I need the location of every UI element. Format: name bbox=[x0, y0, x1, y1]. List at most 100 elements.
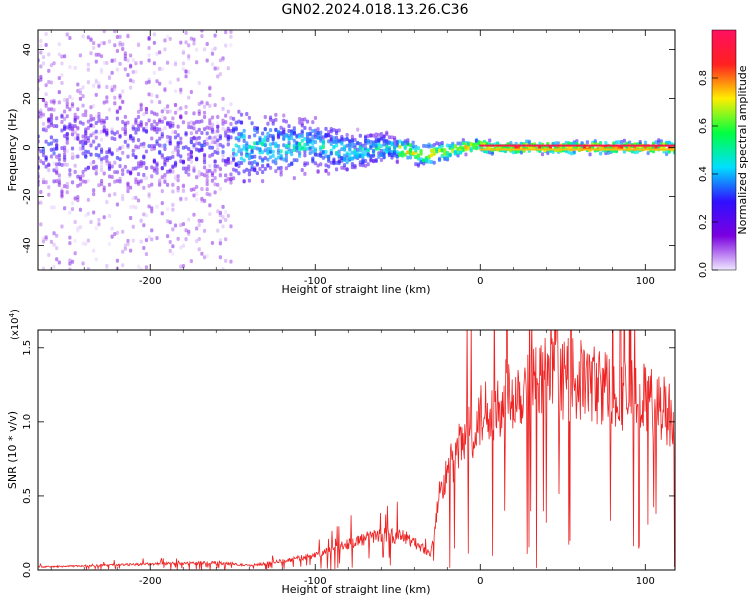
spectrogram-cell bbox=[121, 120, 125, 125]
spectrogram-cell bbox=[672, 150, 675, 155]
spectrogram-cell bbox=[41, 127, 46, 132]
spectrogram-cell bbox=[292, 131, 296, 136]
spectrogram-cell bbox=[57, 180, 61, 185]
spectrogram-cell bbox=[152, 144, 156, 149]
spectrogram-cell bbox=[208, 86, 212, 91]
spectrogram-cell bbox=[81, 34, 85, 39]
spectrogram-cell bbox=[86, 35, 90, 40]
spectrogram-cell bbox=[131, 123, 135, 128]
spectrogram-cell bbox=[208, 145, 212, 150]
spectrogram-cell bbox=[121, 89, 125, 94]
spectrogram-cell bbox=[229, 176, 233, 181]
spectrogram-cell bbox=[229, 121, 233, 126]
spectrogram-cell bbox=[659, 148, 663, 151]
spectrogram-cell bbox=[68, 107, 72, 112]
spectrogram-cell bbox=[47, 52, 51, 57]
spectrogram-cell bbox=[118, 179, 122, 184]
spectrogram-cell bbox=[55, 169, 59, 174]
spectrogram-cell bbox=[588, 148, 591, 151]
spectrogram-cell bbox=[200, 172, 204, 177]
spectrogram-cell bbox=[195, 226, 199, 231]
spectrogram-cell bbox=[234, 162, 238, 167]
spectrogram-cell bbox=[295, 158, 299, 163]
spectrogram-cell bbox=[327, 171, 331, 176]
spectrogram-cell bbox=[202, 139, 207, 144]
spectrogram-cell bbox=[97, 115, 101, 120]
spectrogram-cell bbox=[667, 140, 671, 145]
spectrogram-cell bbox=[303, 146, 307, 151]
spectrogram-cell bbox=[456, 146, 460, 151]
spectrogram-cell bbox=[205, 58, 209, 63]
spectrogram-cell bbox=[284, 133, 288, 138]
spectrogram-cell bbox=[150, 174, 154, 179]
spectrogram-cell bbox=[604, 140, 608, 145]
spectrogram-cell bbox=[268, 165, 273, 170]
spectrogram-cell bbox=[118, 146, 122, 151]
spectrogram-cell bbox=[298, 134, 302, 139]
y-tick-label: 40 bbox=[22, 43, 33, 56]
spectrogram-cell bbox=[78, 145, 83, 150]
spectrogram-cell bbox=[139, 60, 143, 65]
spectrogram-cell bbox=[131, 204, 135, 209]
spectrogram-cell bbox=[371, 159, 376, 164]
spectrogram-cell bbox=[422, 161, 426, 166]
spectrogram-cell bbox=[68, 261, 72, 266]
spectrogram-cell bbox=[414, 144, 418, 149]
spectrogram-cell bbox=[427, 144, 431, 149]
spectrogram-cell bbox=[181, 159, 186, 164]
spectrogram-cell bbox=[494, 144, 497, 147]
spectrogram-cell bbox=[184, 170, 188, 175]
spectrogram-cell bbox=[432, 160, 436, 165]
spectrogram-cell bbox=[400, 153, 405, 158]
spectrogram-cell bbox=[176, 149, 180, 154]
spectrogram-cell bbox=[70, 124, 75, 129]
spectrogram-cell bbox=[224, 43, 228, 48]
spectrogram-cell bbox=[152, 127, 156, 132]
spectrogram-cell bbox=[642, 148, 646, 151]
spectrogram-cell bbox=[337, 149, 341, 154]
spectrogram-cell bbox=[63, 124, 67, 129]
spectrogram-cell bbox=[261, 138, 265, 143]
spectrogram-cell bbox=[99, 160, 104, 165]
spectrogram-cell bbox=[187, 56, 191, 61]
spectrogram-cell bbox=[171, 202, 175, 207]
spectrogram-cell bbox=[202, 255, 207, 260]
spectrogram-cell bbox=[453, 144, 457, 149]
spectrogram-cell bbox=[76, 174, 80, 179]
spectrogram-cell bbox=[593, 148, 596, 151]
spectrogram-cell bbox=[247, 161, 252, 166]
spectrogram-cell bbox=[68, 168, 72, 173]
spectrogram-cell bbox=[105, 116, 109, 121]
spectrogram-cell bbox=[84, 133, 88, 138]
spectrogram-cell bbox=[134, 146, 138, 151]
spectrogram-cell bbox=[332, 139, 336, 144]
spectrogram-cell bbox=[176, 152, 180, 157]
spectrogram-cell bbox=[350, 134, 355, 139]
spectrogram-cell bbox=[176, 178, 180, 183]
spectrogram-cell bbox=[303, 161, 307, 166]
spectrogram-cell bbox=[213, 33, 217, 38]
spectrogram-cell bbox=[113, 179, 117, 184]
spectrogram-cell bbox=[261, 164, 265, 169]
spectrogram-cell bbox=[226, 126, 230, 131]
spectrogram-cell bbox=[84, 213, 88, 218]
spectrogram-cell bbox=[672, 148, 675, 151]
spectrogram-cell bbox=[226, 213, 230, 218]
spectrogram-cell bbox=[55, 154, 59, 159]
spectrogram-cell bbox=[200, 100, 204, 105]
spectrogram-cell bbox=[321, 139, 325, 144]
spectrogram-cell bbox=[667, 148, 670, 151]
spectrogram-cell bbox=[274, 144, 278, 149]
spectrogram-cell bbox=[424, 158, 428, 163]
spectrogram-cell bbox=[81, 241, 85, 246]
spectrogram-cell bbox=[202, 198, 207, 203]
spectrogram-cell bbox=[107, 193, 112, 198]
spectrogram-cell bbox=[49, 141, 54, 146]
spectrogram-cell bbox=[308, 137, 312, 142]
spectrogram-cell bbox=[76, 195, 80, 200]
spectrogram-cell bbox=[329, 142, 333, 147]
spectrogram-cell bbox=[617, 148, 621, 151]
spectrogram-cell bbox=[218, 166, 222, 171]
spectrogram-cell bbox=[192, 121, 196, 126]
